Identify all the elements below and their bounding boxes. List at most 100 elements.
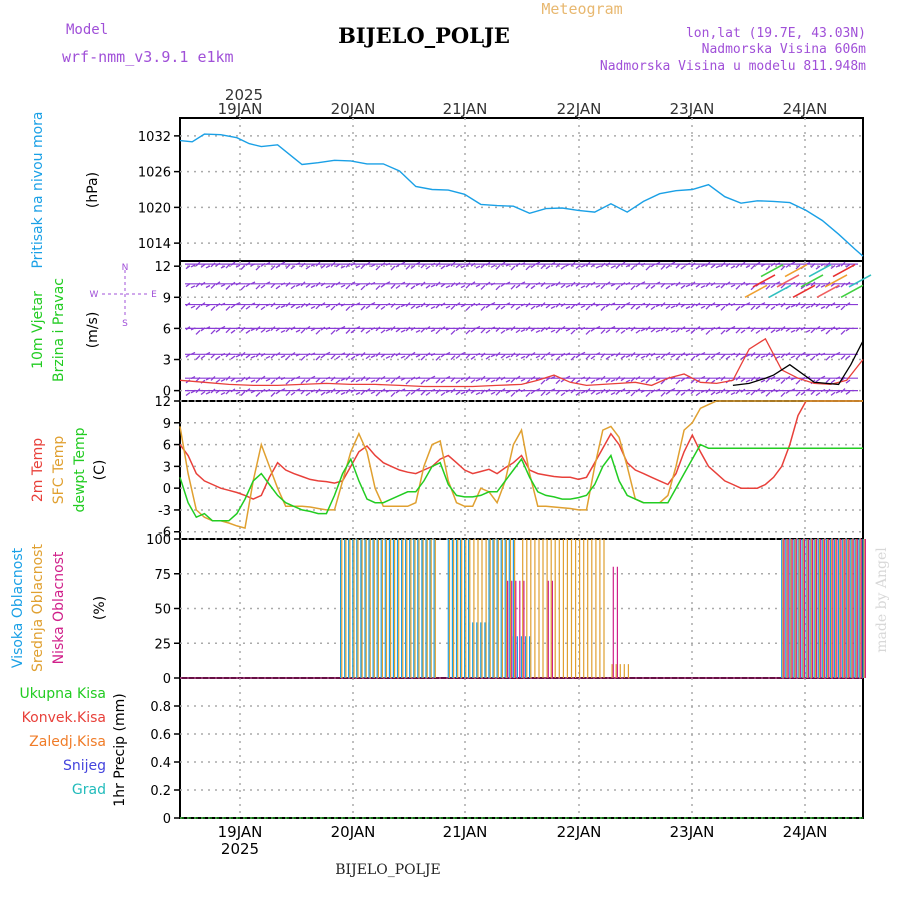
model-altitude: Nadmorska Visina u modelu 811.948m bbox=[600, 59, 866, 74]
cloud-unit: (%) bbox=[92, 596, 108, 620]
wind-tick-0: 0 bbox=[163, 385, 171, 400]
top-date-22jan: 22JAN bbox=[557, 100, 602, 118]
cloud-bars-2-1 bbox=[547, 580, 553, 678]
precip-panel-frame bbox=[179, 677, 864, 819]
cloud-bars-0-1 bbox=[447, 539, 470, 678]
top-date-19jan: 19JAN bbox=[218, 100, 263, 118]
compass-rose: N S W E bbox=[90, 263, 158, 329]
temp-tick-3: 3 bbox=[163, 460, 171, 475]
cloud-high-label: Visoka Oblacnost bbox=[10, 547, 26, 668]
precip-tick-0.4: 0.4 bbox=[150, 756, 171, 771]
precip-legend: Ukupna Kisa Konvek.Kisa Zaledj.Kisa Snijeg G… bbox=[19, 686, 106, 798]
credit: made by Angel bbox=[874, 547, 890, 653]
temp-line-dewpt bbox=[179, 443, 863, 522]
barb-row-5 bbox=[185, 281, 851, 291]
precip-tick-0: 0 bbox=[163, 812, 171, 827]
wind-label-2: Brzina i Pravac bbox=[51, 278, 67, 382]
bottom-date-24jan: 24JAN bbox=[783, 823, 828, 841]
pressure-tick-1020: 1020 bbox=[138, 201, 171, 216]
station-title: BIJELO_POLJE bbox=[338, 23, 510, 48]
wind-line-black bbox=[732, 340, 864, 387]
bottom-date-22jan: 22JAN bbox=[557, 823, 602, 841]
strong-wind-arrow-2 bbox=[760, 263, 784, 278]
top-year-label: 2025 bbox=[225, 86, 263, 104]
precip-unit: 1hr Precip (mm) bbox=[112, 693, 128, 806]
temp-tick--3: -3 bbox=[158, 504, 171, 519]
model-label: Model bbox=[66, 22, 108, 38]
station-altitude: Nadmorska Visina 606m bbox=[702, 42, 867, 57]
top-date-24jan: 24JAN bbox=[783, 100, 828, 118]
cloud-low-label: Niska Oblacnost bbox=[51, 551, 67, 664]
pressure-tick-1032: 1032 bbox=[138, 130, 171, 145]
temp-tick-6: 6 bbox=[163, 439, 171, 454]
precip-legend-3: Snijeg bbox=[63, 758, 106, 774]
strong-wind-arrow-8 bbox=[808, 263, 832, 278]
temp-line-sfc bbox=[179, 400, 863, 530]
temp2m-label: 2m Temp bbox=[30, 438, 46, 502]
bottom-date-23jan: 23JAN bbox=[670, 823, 715, 841]
wind-tick-3: 3 bbox=[163, 354, 171, 369]
top-date-23jan: 23JAN bbox=[670, 100, 715, 118]
sfc-temp-label: SFC Temp bbox=[51, 436, 67, 505]
bottom-date-labels: 19JAN 20JAN 21JAN 22JAN 23JAN 24JAN bbox=[218, 823, 828, 841]
model-name: wrf-nmm_v3.9.1 e1km bbox=[62, 48, 234, 66]
cloud-bars-1-4 bbox=[782, 539, 865, 678]
compass-north: N bbox=[122, 263, 129, 273]
cloud-mid-label: Srednja Oblacnost bbox=[30, 544, 46, 672]
top-date-21jan: 21JAN bbox=[443, 100, 488, 118]
pressure-tick-1014: 1014 bbox=[138, 237, 171, 252]
compass-south: S bbox=[122, 319, 128, 329]
compass-east: E bbox=[151, 290, 157, 300]
cloud-tick-0: 0 bbox=[163, 672, 171, 687]
top-date-20jan: 20JAN bbox=[331, 100, 376, 118]
cloud-tick-25: 25 bbox=[154, 637, 171, 652]
cloud-bars-1-3 bbox=[611, 664, 629, 678]
wind-tick-6: 6 bbox=[163, 322, 171, 337]
cloud-bars-0-5 bbox=[781, 539, 864, 678]
y-tick-labels: 1032102610201014129630129630-3-610075502… bbox=[138, 130, 180, 827]
pressure-tick-1026: 1026 bbox=[138, 166, 171, 181]
cloud-bars-0-4 bbox=[512, 636, 531, 678]
temp-tick-0: 0 bbox=[163, 482, 171, 497]
cloud-tick-100: 100 bbox=[146, 533, 171, 548]
strong-wind-arrow-11 bbox=[832, 263, 856, 278]
temp-tick--6: -6 bbox=[158, 526, 171, 541]
barb-row-0 bbox=[185, 388, 851, 398]
compass-west: W bbox=[90, 290, 99, 300]
precip-tick-0.6: 0.6 bbox=[150, 728, 171, 743]
product-name: Meteogram bbox=[541, 0, 622, 18]
precip-tick-0.8: 0.8 bbox=[150, 700, 171, 715]
barb-row-4 bbox=[185, 302, 851, 312]
cloud-bars-1-1 bbox=[448, 539, 516, 678]
pressure-line bbox=[179, 133, 864, 257]
temp-line-2m bbox=[179, 400, 863, 500]
cloud-bars-1-2 bbox=[522, 539, 605, 678]
cloud-bars-0-3 bbox=[488, 539, 514, 678]
temp-tick-9: 9 bbox=[163, 417, 171, 432]
cloud-bars-2-0 bbox=[507, 580, 525, 678]
bottom-year-label: 2025 bbox=[221, 840, 259, 858]
precip-legend-4: Grad bbox=[72, 782, 106, 798]
wind-barbs bbox=[185, 261, 872, 398]
wind-unit: (m/s) bbox=[85, 312, 101, 349]
wind-line-red bbox=[179, 337, 864, 388]
cloud-bars-0-2 bbox=[468, 622, 490, 678]
pressure-panel-frame bbox=[179, 117, 864, 262]
strong-wind-arrow-10 bbox=[824, 274, 848, 288]
cloud-bars-1-0 bbox=[341, 539, 436, 678]
strong-wind-arrow-7 bbox=[800, 274, 824, 288]
cloud-bars-0-0 bbox=[340, 539, 435, 678]
strong-wind-arrow-6 bbox=[792, 284, 816, 298]
strong-wind-arrow-9 bbox=[816, 284, 840, 298]
top-date-labels: 19JAN 20JAN 21JAN 22JAN 23JAN 24JAN bbox=[218, 100, 828, 118]
barb-row-3 bbox=[185, 325, 851, 335]
cloud-bars-2-2 bbox=[612, 566, 618, 678]
bottom-date-19jan: 19JAN bbox=[218, 823, 263, 841]
precip-legend-2: Zaledj.Kisa bbox=[29, 734, 106, 750]
bottom-date-20jan: 20JAN bbox=[331, 823, 376, 841]
pressure-unit: (hPa) bbox=[85, 172, 101, 208]
strong-wind-arrow-13 bbox=[848, 274, 872, 288]
footer-station: BIJELO_POLJE bbox=[335, 862, 440, 878]
strong-wind-arrow-0 bbox=[744, 284, 768, 298]
temp-tick-12: 12 bbox=[154, 395, 171, 410]
